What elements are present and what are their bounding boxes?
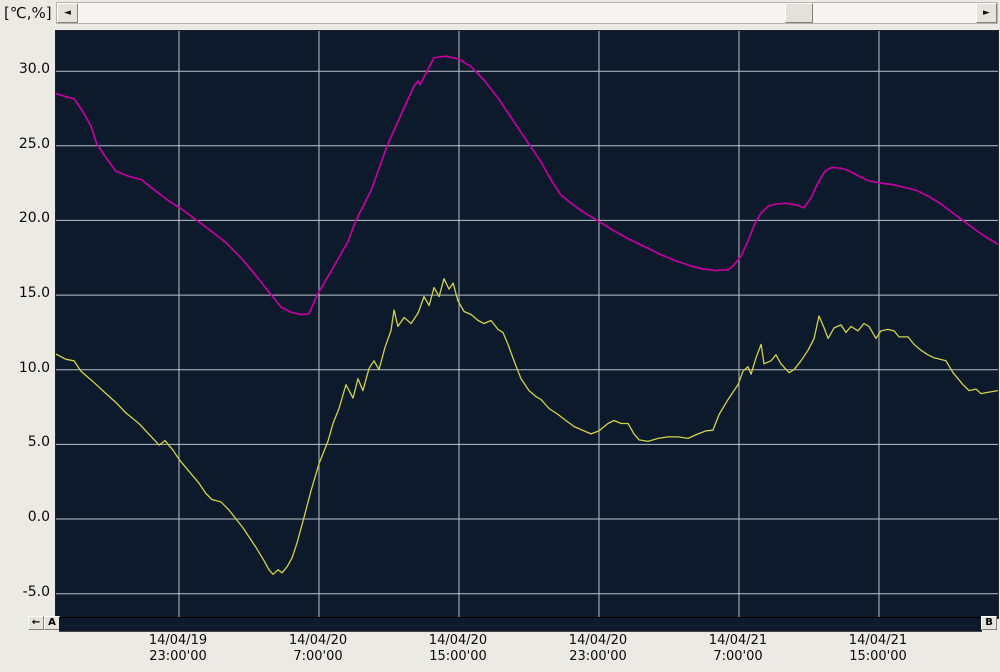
y-tick-label: -5.0: [22, 583, 50, 600]
y-tick-label: 30.0: [18, 61, 50, 78]
y-tick-label: 20.0: [18, 210, 50, 227]
x-tick-date: 14/04/20: [428, 633, 488, 648]
x-tick-time: 23:00'00: [149, 649, 207, 664]
x-tick-date: 14/04/21: [848, 633, 908, 648]
range-selection-bar[interactable]: [59, 617, 982, 632]
x-tick-time: 7:00'00: [293, 649, 343, 664]
range-scroll-left-button[interactable]: ←: [28, 616, 44, 630]
range-marker-b-label: B: [985, 617, 993, 628]
scroll-right-arrow-icon: ►: [983, 8, 990, 18]
range-marker-a-button[interactable]: A: [44, 616, 60, 630]
x-tick-label: 14/04/21 15:00'00: [813, 633, 943, 665]
x-tick-label: 14/04/20 23:00'00: [533, 633, 663, 665]
x-tick-label: 14/04/21 7:00'00: [673, 633, 803, 665]
x-tick-time: 23:00'00: [569, 649, 627, 664]
x-tick-time: 15:00'00: [849, 649, 907, 664]
range-marker-b-button[interactable]: B: [981, 616, 997, 630]
x-tick-date: 14/04/20: [288, 633, 348, 648]
scroll-left-arrow-icon: ◄: [64, 8, 71, 18]
yellow-line: [56, 278, 998, 575]
x-tick-date: 14/04/19: [148, 633, 208, 648]
chart-canvas[interactable]: [56, 31, 998, 618]
x-tick-date: 14/04/20: [568, 633, 628, 648]
range-marker-a-label: A: [48, 617, 56, 628]
x-tick-label: 14/04/20 7:00'00: [253, 633, 383, 665]
y-tick-label: 0.0: [27, 509, 50, 526]
y-axis-unit-label: [℃,%]: [4, 4, 52, 22]
scroll-left-button[interactable]: ◄: [57, 3, 78, 23]
y-tick-label: 15.0: [18, 285, 50, 302]
x-tick-label: 14/04/19 23:00'00: [113, 633, 243, 665]
h-scroll-thumb[interactable]: [785, 3, 813, 23]
range-left-arrow-icon: ←: [31, 617, 41, 628]
magenta-line: [56, 55, 998, 316]
y-tick-label: 25.0: [18, 135, 50, 152]
x-tick-date: 14/04/21: [708, 633, 768, 648]
plot-background: [56, 31, 998, 618]
horizontal-scrollbar[interactable]: ◄ ►: [56, 2, 998, 24]
x-tick-time: 7:00'00: [713, 649, 763, 664]
x-tick-label: 14/04/20 15:00'00: [393, 633, 523, 665]
y-tick-label: 5.0: [27, 434, 50, 451]
scroll-right-button[interactable]: ►: [976, 3, 997, 23]
y-tick-label: 10.0: [18, 359, 50, 376]
chart-plot-area[interactable]: [55, 30, 999, 619]
x-tick-time: 15:00'00: [429, 649, 487, 664]
